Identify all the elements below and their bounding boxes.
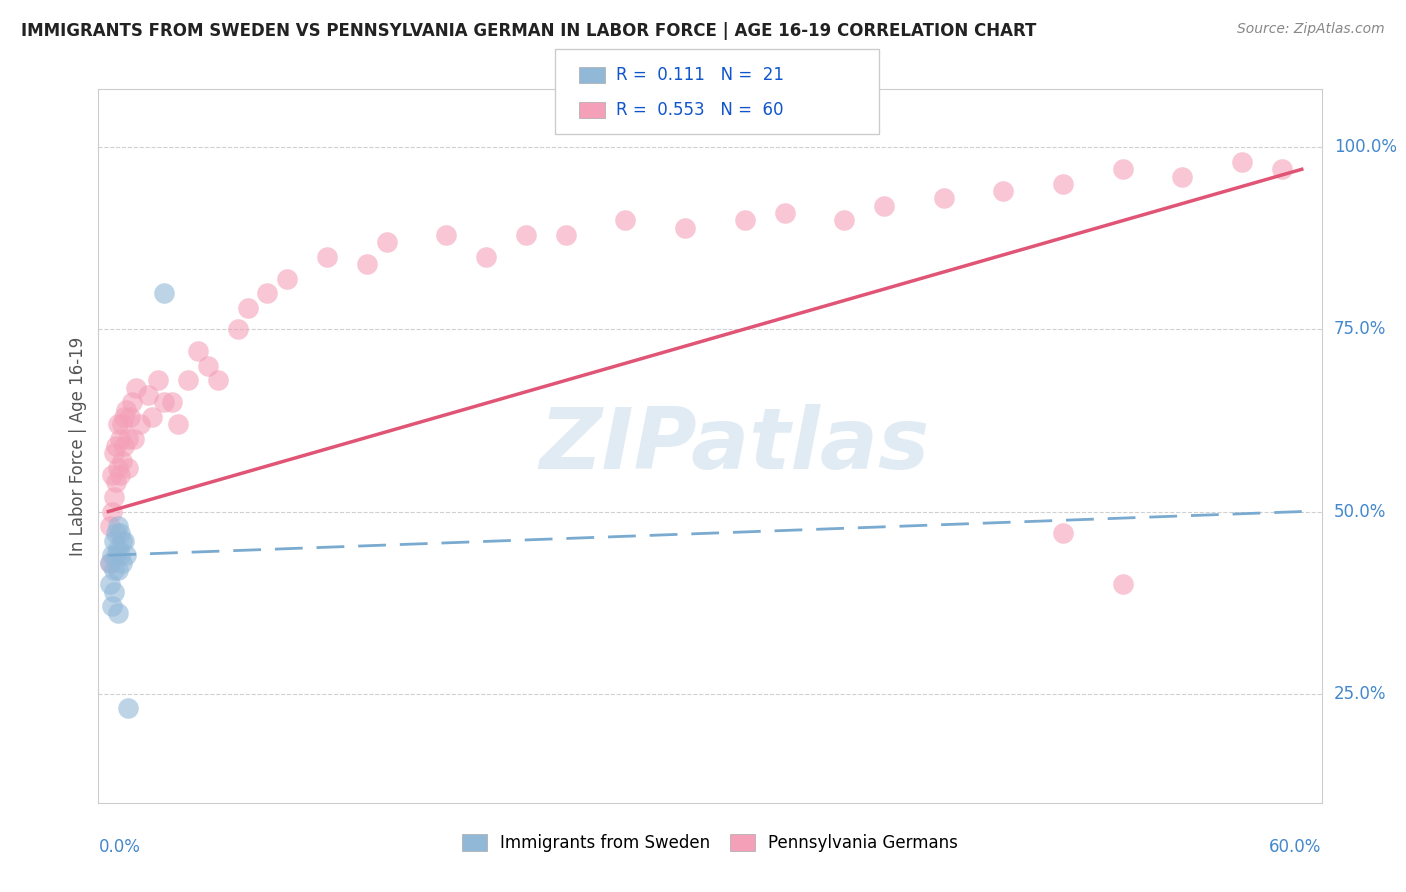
Point <box>515 227 537 242</box>
Point <box>101 468 124 483</box>
Point <box>110 526 132 541</box>
Point <box>153 286 176 301</box>
Point <box>98 556 121 570</box>
Point <box>117 460 139 475</box>
Point <box>153 395 176 409</box>
Point <box>614 213 637 227</box>
Point <box>993 184 1015 198</box>
Point <box>110 468 132 483</box>
Point <box>103 533 125 548</box>
Point <box>146 374 169 388</box>
Point <box>105 475 128 490</box>
Point <box>773 206 796 220</box>
Point <box>375 235 398 249</box>
Point <box>121 395 143 409</box>
Point <box>160 395 183 409</box>
Point <box>207 374 229 388</box>
Text: ZIPatlas: ZIPatlas <box>540 404 929 488</box>
Point <box>117 701 139 715</box>
Point <box>111 556 134 570</box>
Point <box>316 250 339 264</box>
Point <box>187 344 209 359</box>
Point <box>554 227 576 242</box>
Point <box>112 439 135 453</box>
Point <box>129 417 152 432</box>
Point <box>1271 162 1294 177</box>
Text: IMMIGRANTS FROM SWEDEN VS PENNSYLVANIA GERMAN IN LABOR FORCE | AGE 16-19 CORRELA: IMMIGRANTS FROM SWEDEN VS PENNSYLVANIA G… <box>21 22 1036 40</box>
Text: 100.0%: 100.0% <box>1334 138 1398 156</box>
Point <box>103 446 125 460</box>
Point <box>125 381 148 395</box>
Text: 50.0%: 50.0% <box>1334 502 1386 521</box>
Point <box>98 519 121 533</box>
Point <box>111 453 134 467</box>
Point <box>177 374 200 388</box>
Point <box>103 584 125 599</box>
Point <box>1052 526 1074 541</box>
Point <box>1112 162 1135 177</box>
Point <box>103 490 125 504</box>
Point <box>115 548 138 562</box>
Point <box>107 541 129 555</box>
Point <box>101 504 124 518</box>
Text: 75.0%: 75.0% <box>1334 320 1386 338</box>
Point <box>111 417 134 432</box>
Point <box>475 250 498 264</box>
Point <box>141 409 163 424</box>
Point <box>105 439 128 453</box>
Text: 25.0%: 25.0% <box>1334 684 1386 703</box>
Point <box>167 417 190 432</box>
Point <box>107 417 129 432</box>
Text: R =  0.111   N =  21: R = 0.111 N = 21 <box>616 66 783 84</box>
Point <box>276 271 298 285</box>
Point <box>105 526 128 541</box>
Point <box>112 409 135 424</box>
Point <box>107 607 129 621</box>
Point <box>120 409 142 424</box>
Point <box>873 199 896 213</box>
Point <box>101 548 124 562</box>
Point <box>1112 577 1135 591</box>
Point <box>107 519 129 533</box>
Point <box>105 548 128 562</box>
Point <box>197 359 219 373</box>
Point <box>107 563 129 577</box>
Point <box>110 432 132 446</box>
Point <box>236 301 259 315</box>
Point <box>122 432 145 446</box>
Point <box>103 563 125 577</box>
Point <box>112 533 135 548</box>
Point <box>436 227 458 242</box>
Point <box>101 599 124 614</box>
Legend: Immigrants from Sweden, Pennsylvania Germans: Immigrants from Sweden, Pennsylvania Ger… <box>456 827 965 859</box>
Point <box>734 213 756 227</box>
Point <box>117 432 139 446</box>
Point <box>932 191 955 205</box>
Point <box>1171 169 1194 184</box>
Point <box>98 556 121 570</box>
Point <box>256 286 278 301</box>
Text: 0.0%: 0.0% <box>98 838 141 856</box>
Point <box>832 213 855 227</box>
Text: 60.0%: 60.0% <box>1270 838 1322 856</box>
Point <box>98 577 121 591</box>
Point <box>136 388 159 402</box>
Point <box>111 533 134 548</box>
Point <box>673 220 696 235</box>
Point <box>115 402 138 417</box>
Text: R =  0.553   N =  60: R = 0.553 N = 60 <box>616 102 783 120</box>
Text: Source: ZipAtlas.com: Source: ZipAtlas.com <box>1237 22 1385 37</box>
Point <box>356 257 378 271</box>
Point <box>110 548 132 562</box>
Point <box>1052 177 1074 191</box>
Y-axis label: In Labor Force | Age 16-19: In Labor Force | Age 16-19 <box>69 336 87 556</box>
Point <box>107 460 129 475</box>
Point <box>226 322 249 336</box>
Point <box>1230 155 1253 169</box>
